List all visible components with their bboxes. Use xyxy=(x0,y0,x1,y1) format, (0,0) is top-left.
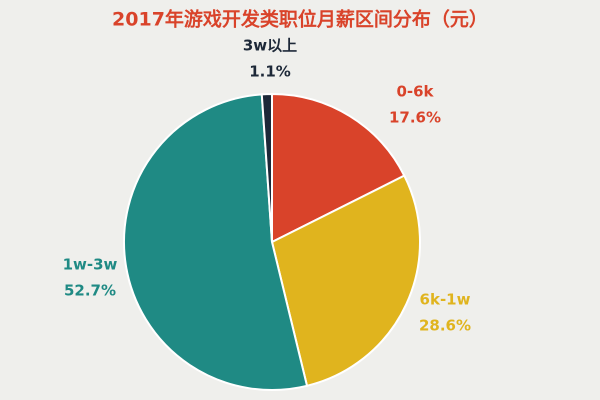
slice-value-label: 28.6% xyxy=(419,317,471,335)
pie-slice xyxy=(123,93,309,391)
pie-slice xyxy=(271,92,406,244)
pie-slice xyxy=(260,92,273,243)
slice-value-label: 52.7% xyxy=(64,282,116,300)
slice-label: 3w以上 xyxy=(243,37,297,55)
pie xyxy=(123,92,421,391)
slice-label: 0-6k xyxy=(396,83,434,101)
slice-label: 1w-3w xyxy=(63,256,118,274)
slice-value-label: 1.1% xyxy=(249,63,291,81)
pie-slice xyxy=(270,174,421,388)
slice-value-label: 17.6% xyxy=(389,109,441,127)
slice-label: 6k-1w xyxy=(420,291,471,309)
chart-title: 2017年游戏开发类职位月薪区间分布（元） xyxy=(112,8,488,31)
